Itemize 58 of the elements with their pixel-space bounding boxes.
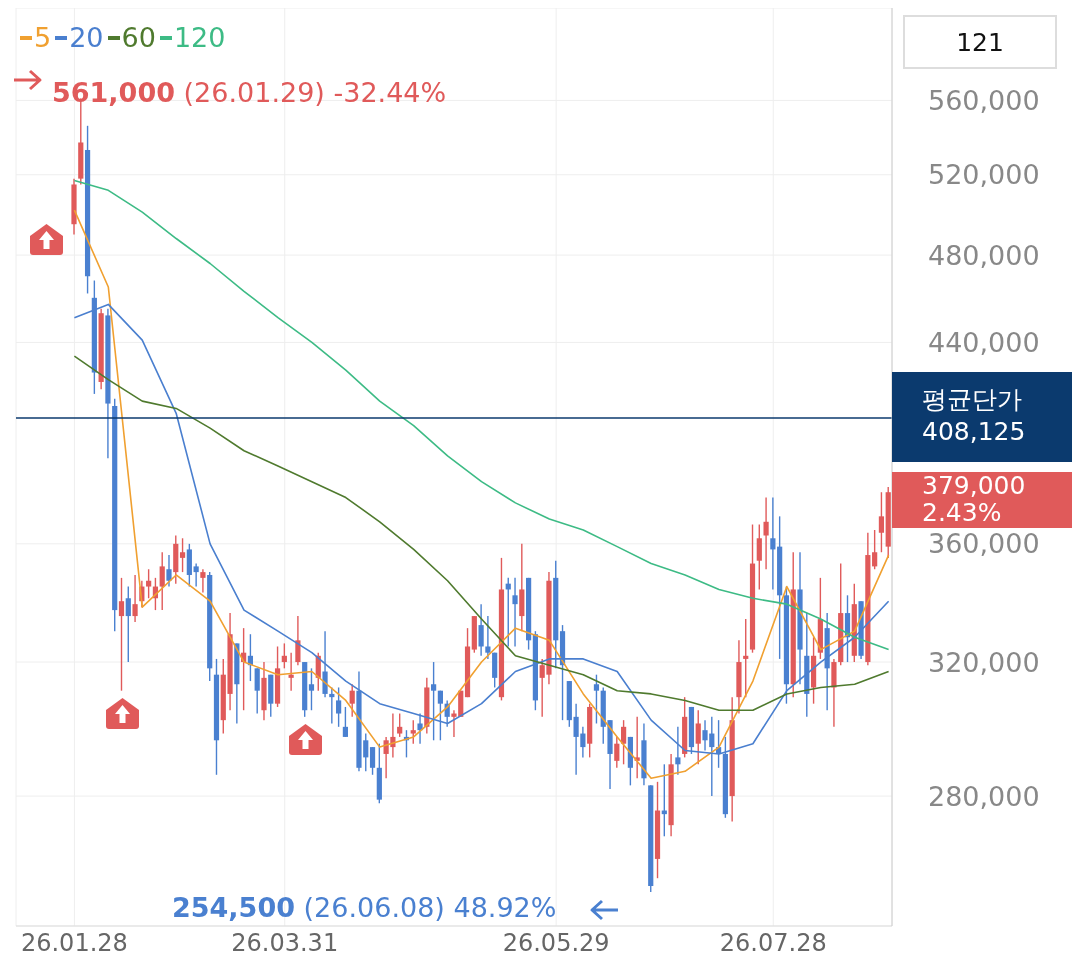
candlestick — [437, 689, 443, 741]
candlestick — [281, 642, 287, 670]
legend-label: 120 — [172, 22, 226, 53]
candlestick — [431, 661, 437, 741]
candlestick — [125, 585, 131, 663]
text: 379,000 2.43% — [922, 471, 1027, 528]
candlestick — [200, 568, 206, 594]
legend-label: 5 — [33, 22, 52, 53]
candlestick — [159, 551, 165, 611]
candlestick — [485, 615, 491, 660]
ref-line-label: 평균단가 408,125 — [922, 383, 1027, 448]
candlestick — [478, 603, 484, 657]
candlestick — [132, 574, 138, 623]
x-tick-label: 26.07.28 — [719, 929, 827, 958]
line-series — [73, 179, 890, 651]
candlestick — [308, 667, 315, 711]
candlestick — [512, 577, 518, 648]
candlestick — [593, 673, 600, 725]
legend-label: 20 — [68, 22, 104, 53]
candlestick — [695, 709, 701, 766]
y-tick-label: 520,000 — [928, 159, 1040, 191]
candlestick — [349, 683, 355, 718]
line-series — [73, 355, 890, 712]
x-tick-label: 26.01.28 — [20, 929, 128, 958]
x-tick-label: 26.05.29 — [502, 929, 610, 958]
candlestick — [756, 523, 762, 591]
candlestick — [763, 496, 769, 570]
y-tick-label: 480,000 — [928, 239, 1040, 271]
x-tick-label: 26.03.31 — [231, 929, 339, 958]
candlestick — [417, 712, 423, 745]
candlestick — [322, 630, 328, 698]
y-tick-label: 560,000 — [928, 84, 1040, 116]
candlestick — [872, 529, 878, 570]
candlestick — [166, 554, 172, 588]
candlestick — [770, 496, 776, 591]
candlestick — [410, 719, 416, 745]
candlestick — [193, 562, 199, 588]
y-tick-label: 360,000 — [928, 528, 1040, 560]
candlestick — [397, 712, 403, 738]
candlestick — [614, 736, 620, 769]
candlestick — [295, 615, 301, 666]
y-tick-label: 320,000 — [928, 646, 1040, 678]
candlestick — [878, 491, 885, 553]
candlestick — [336, 686, 342, 728]
annotation: 561,000 (26.01.29) -32.44% — [52, 76, 447, 108]
candlestick — [179, 537, 186, 573]
y-tick-label: 280,000 — [928, 780, 1040, 812]
candlestick — [254, 667, 260, 715]
candlestick — [369, 746, 376, 776]
text: 121 — [903, 15, 1057, 69]
candlestick — [146, 568, 152, 599]
line-series — [73, 209, 890, 780]
y-tick-label: 440,000 — [928, 327, 1040, 359]
legend-label: 60 — [120, 22, 156, 53]
annotation: 254,500 (26.06.08) 48.92% — [172, 891, 557, 923]
candlestick — [118, 577, 125, 692]
candlestick — [621, 719, 627, 766]
candlestick — [342, 706, 349, 738]
